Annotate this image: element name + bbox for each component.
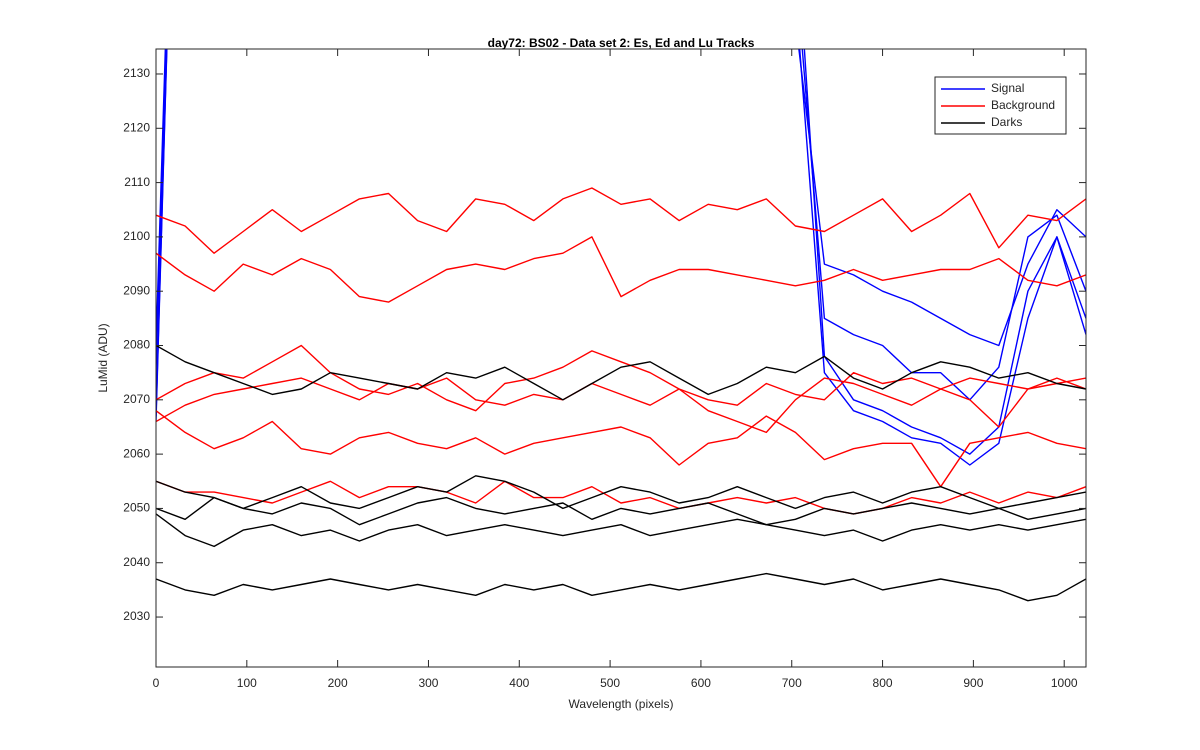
- data-line: [156, 513, 1086, 548]
- x-tick-label: 800: [873, 676, 893, 690]
- axes-box: [155, 48, 1087, 668]
- data-line: [156, 49, 1086, 417]
- x-tick-label: 700: [782, 676, 802, 690]
- x-tick-label: 0: [153, 676, 160, 690]
- x-tick-label: 400: [509, 676, 529, 690]
- lines: [156, 49, 1086, 602]
- x-tick-label: 1000: [1051, 676, 1078, 690]
- data-line: [156, 187, 1086, 254]
- y-tick-label: 2060: [123, 446, 150, 460]
- x-tick-label: 900: [963, 676, 983, 690]
- y-tick-label: 2120: [123, 120, 150, 134]
- data-line: [156, 480, 1086, 515]
- y-tick-label: 2110: [124, 175, 150, 189]
- y-tick-label: 2090: [123, 283, 150, 297]
- y-tick-label: 2080: [123, 338, 150, 352]
- data-line: [156, 344, 1086, 401]
- x-tick-label: 600: [691, 676, 711, 690]
- data-line: [156, 572, 1086, 602]
- data-line: [156, 344, 1086, 412]
- x-tick-label: 200: [328, 676, 348, 690]
- data-line: [156, 377, 1086, 434]
- y-tick-label: 2070: [123, 392, 150, 406]
- x-axis-label: Wavelength (pixels): [569, 697, 674, 711]
- chart-title: day72: BS02 - Data set 2: Es, Ed and Lu …: [488, 36, 755, 50]
- data-line: [156, 410, 1086, 488]
- y-axis-label: LuMid (ADU): [96, 323, 110, 392]
- x-tick-label: 300: [418, 676, 438, 690]
- y-tick-label: 2130: [123, 66, 150, 80]
- x-tick-label: 500: [600, 676, 620, 690]
- y-tick-label: 2040: [123, 555, 150, 569]
- plot-area: [156, 49, 1086, 667]
- data-line: [156, 236, 1086, 303]
- data-line: [156, 49, 1086, 455]
- data-line: [156, 49, 1086, 401]
- legend-label: Darks: [991, 115, 1022, 129]
- legend-label: Background: [991, 98, 1055, 112]
- legend-label: Signal: [991, 81, 1024, 95]
- y-tick-label: 2050: [123, 501, 150, 515]
- data-line: [156, 49, 1086, 466]
- data-line: [156, 475, 1086, 510]
- x-tick-label: 100: [237, 676, 257, 690]
- y-tick-label: 2030: [123, 609, 150, 623]
- data-line: [156, 496, 1086, 526]
- y-tick-label: 2100: [123, 229, 150, 243]
